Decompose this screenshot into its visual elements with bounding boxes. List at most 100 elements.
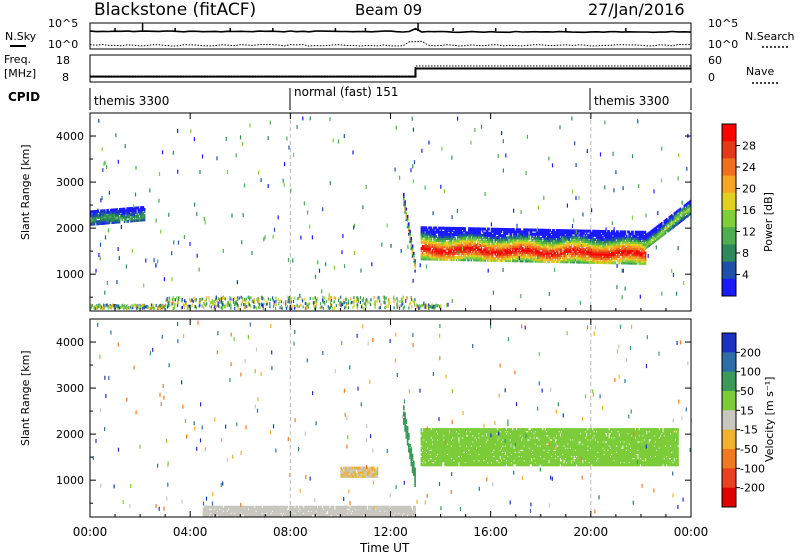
power-cell bbox=[519, 228, 522, 232]
power-cell bbox=[448, 226, 450, 230]
power-cell bbox=[102, 213, 105, 217]
power-cell bbox=[603, 238, 605, 242]
power-cell bbox=[424, 253, 426, 257]
velocity-cell bbox=[485, 450, 488, 454]
power-cell bbox=[599, 252, 602, 256]
velocity-cell bbox=[478, 450, 480, 454]
power-cell bbox=[456, 237, 459, 241]
power-cell bbox=[615, 170, 617, 175]
power-cell bbox=[533, 241, 535, 244]
power-cell bbox=[509, 232, 511, 236]
power-cell bbox=[429, 249, 431, 253]
power-cell bbox=[638, 255, 640, 259]
power-cell bbox=[366, 299, 369, 303]
power-cell bbox=[127, 211, 130, 215]
power-cell bbox=[555, 233, 558, 237]
power-cell bbox=[456, 231, 459, 235]
power-cell bbox=[460, 237, 463, 241]
power-cell bbox=[582, 231, 584, 235]
power-cell bbox=[674, 223, 677, 227]
power-cell bbox=[259, 306, 261, 310]
power-cell bbox=[463, 252, 465, 255]
power-cell bbox=[113, 214, 116, 218]
power-cell bbox=[266, 300, 268, 304]
power-cell bbox=[524, 247, 527, 250]
power-cell bbox=[585, 240, 588, 243]
power-cell bbox=[554, 237, 557, 241]
power-cell bbox=[410, 247, 413, 251]
power-cell bbox=[598, 236, 600, 240]
power-cell bbox=[483, 252, 485, 256]
power-cell bbox=[619, 244, 622, 248]
power-cell bbox=[593, 244, 595, 248]
velocity-cell bbox=[460, 444, 463, 448]
power-cell bbox=[637, 259, 639, 263]
power-cell bbox=[421, 253, 424, 257]
velocity-cell bbox=[421, 453, 424, 456]
power-cell bbox=[413, 253, 415, 257]
power-cell bbox=[595, 252, 598, 256]
power-cell bbox=[569, 256, 572, 260]
velocity-cell bbox=[486, 432, 489, 436]
power-cell bbox=[429, 226, 431, 230]
power-cell bbox=[434, 226, 436, 230]
power-cell bbox=[428, 251, 430, 255]
noise-panel: N.Sky 10^5 10^0 10^5 10^0 N.Search bbox=[5, 17, 795, 51]
power-cell bbox=[565, 254, 568, 258]
power-cell bbox=[617, 232, 619, 236]
power-cell bbox=[404, 202, 406, 206]
power-cell bbox=[232, 298, 234, 302]
velocity-cell bbox=[456, 448, 459, 452]
power-cell bbox=[117, 304, 119, 308]
velocity-cell bbox=[475, 459, 478, 463]
power-cell bbox=[617, 234, 619, 238]
velocity-cell bbox=[466, 448, 469, 452]
power-cell bbox=[605, 250, 608, 254]
power-cell bbox=[353, 299, 356, 303]
power-cell bbox=[577, 248, 579, 252]
velocity-cell bbox=[476, 436, 479, 440]
velocity-cell bbox=[430, 430, 433, 434]
power-cell bbox=[241, 240, 243, 245]
power-cell bbox=[410, 237, 413, 241]
power-cell bbox=[630, 261, 633, 265]
power-cell bbox=[174, 306, 176, 309]
power-cell bbox=[384, 297, 386, 301]
power-cell bbox=[426, 230, 429, 234]
velocity-cell bbox=[456, 428, 459, 432]
velocity-cell bbox=[425, 436, 428, 440]
power-cell bbox=[383, 295, 385, 299]
power-cell bbox=[557, 229, 559, 233]
power-cell bbox=[578, 250, 580, 254]
power-cell bbox=[567, 252, 569, 256]
power-cell bbox=[570, 258, 573, 262]
power-cell bbox=[559, 258, 562, 262]
power-cell bbox=[558, 233, 560, 237]
power-cell bbox=[683, 212, 686, 216]
power-cell bbox=[634, 247, 637, 251]
velocity-cell bbox=[463, 436, 465, 440]
power-cell bbox=[110, 208, 112, 212]
power-cell bbox=[484, 250, 486, 254]
velocity-cell bbox=[425, 432, 428, 436]
power-cell bbox=[640, 247, 643, 251]
power-cell bbox=[258, 298, 260, 302]
power-cell bbox=[613, 238, 615, 242]
power-cell bbox=[568, 241, 570, 245]
power-cell bbox=[530, 243, 533, 246]
power-cell bbox=[602, 246, 604, 250]
power-cell bbox=[379, 299, 381, 303]
velocity-cell bbox=[468, 457, 470, 461]
power-cell bbox=[409, 235, 411, 239]
power-cell bbox=[632, 243, 634, 246]
power-cell bbox=[615, 242, 618, 246]
power-cell bbox=[527, 249, 529, 253]
power-cell bbox=[632, 230, 634, 234]
power-cell bbox=[628, 234, 630, 238]
power-cell bbox=[560, 235, 563, 239]
power-cell bbox=[559, 237, 562, 241]
power-cell bbox=[610, 242, 613, 246]
power-cell bbox=[374, 305, 376, 309]
power-cell bbox=[404, 206, 406, 210]
